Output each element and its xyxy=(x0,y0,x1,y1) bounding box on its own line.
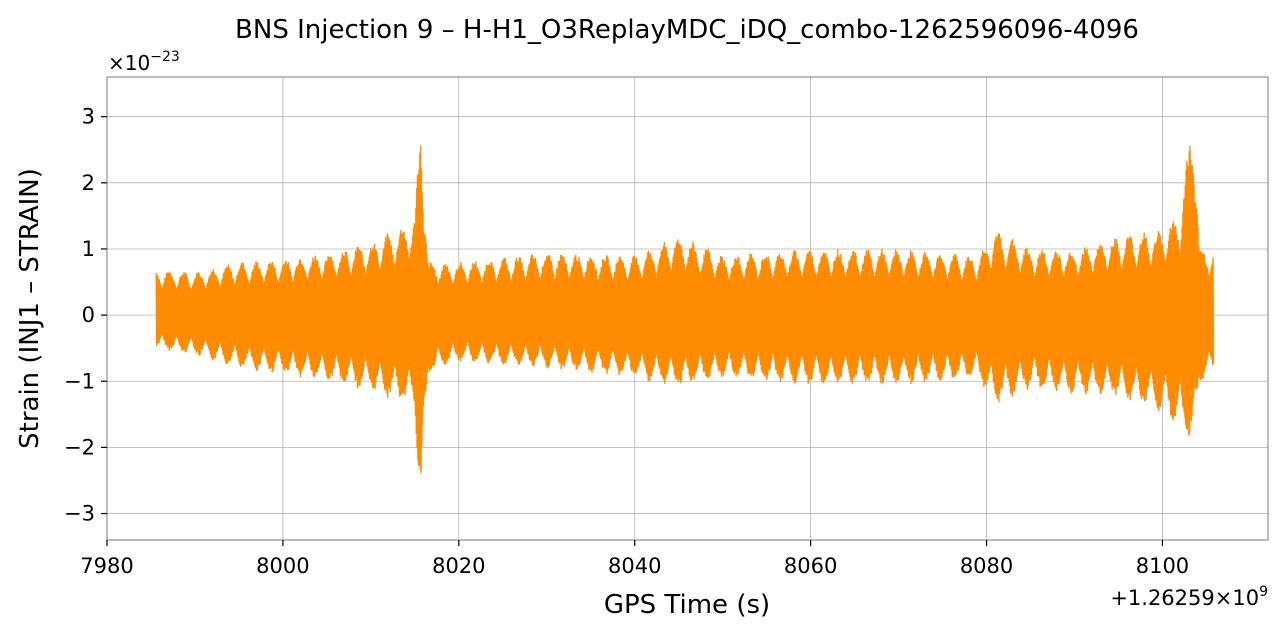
y-tick-label: −3 xyxy=(64,502,95,526)
y-axis-label: Strain (INJ1 – STRAIN) xyxy=(15,168,45,449)
y-scale-label: ×10 xyxy=(108,51,150,75)
x-tick-label: 8100 xyxy=(1136,554,1189,578)
y-tick-label: 2 xyxy=(82,171,95,195)
y-tick-label: 0 xyxy=(82,303,95,327)
x-offset-exponent: 9 xyxy=(1259,584,1268,600)
y-tick-label: −2 xyxy=(64,435,95,459)
x-tick-label: 8020 xyxy=(432,554,485,578)
x-axis-ticks: 7980 8000 8020 8040 8060 8080 8100 xyxy=(80,540,1189,578)
strain-series-core xyxy=(156,196,1214,428)
series-layer xyxy=(155,145,1215,474)
x-tick-label: 8000 xyxy=(256,554,309,578)
plot-frame xyxy=(106,76,1269,541)
y-axis-ticks: −3 −2 −1 0 1 2 3 xyxy=(64,105,107,526)
plot-area xyxy=(106,76,1269,541)
x-tick-label: 8080 xyxy=(960,554,1013,578)
x-axis-label: GPS Time (s) xyxy=(604,590,770,620)
y-tick-label: 1 xyxy=(82,237,95,261)
y-tick-label: 3 xyxy=(82,105,95,129)
x-tick-label: 7980 xyxy=(80,554,133,578)
x-tick-label: 8040 xyxy=(608,554,661,578)
y-scale-exponent: −23 xyxy=(150,49,180,65)
y-scale-multiplier: ×10−23 xyxy=(108,49,180,75)
x-tick-label: 8060 xyxy=(784,554,837,578)
y-tick-label: −1 xyxy=(64,369,95,393)
x-offset-label: +1.26259×109 xyxy=(1110,584,1268,610)
chart-title: BNS Injection 9 – H-H1_O3ReplayMDC_iDQ_c… xyxy=(235,15,1139,45)
x-offset-text: +1.26259×10 xyxy=(1110,586,1259,610)
